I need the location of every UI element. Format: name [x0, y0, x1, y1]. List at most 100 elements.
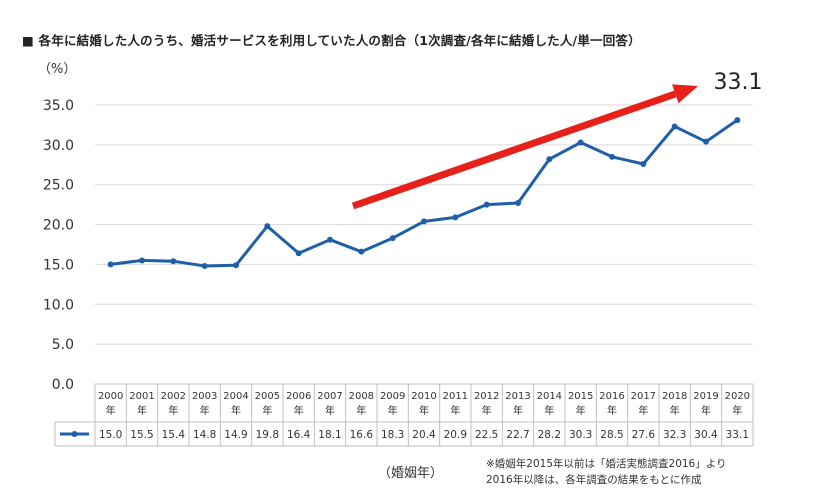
x-tick-label-2000: 2000 [98, 391, 123, 402]
x-tick-label-2012: 2012 [474, 391, 499, 402]
x-tick-suffix-2011: 年 [450, 404, 460, 417]
x-tick-suffix-2010: 年 [419, 404, 429, 417]
x-tick-suffix-2012: 年 [482, 404, 492, 417]
y-tick-label-0.0: 0.0 [52, 377, 74, 393]
data-point-2007 [327, 236, 333, 243]
x-tick-suffix-2006: 年 [294, 404, 304, 417]
y-tick-label-30.0: 30.0 [43, 138, 74, 154]
data-point-2001 [139, 257, 145, 264]
y-tick-label-20.0: 20.0 [43, 218, 74, 234]
x-tick-suffix-2013: 年 [513, 404, 523, 417]
x-tick-label-2002: 2002 [161, 391, 186, 402]
table-value-2004: 14.9 [224, 429, 247, 441]
x-tick-suffix-2004: 年 [231, 404, 241, 417]
table-value-2013: 22.7 [506, 429, 529, 441]
data-point-2018 [671, 123, 678, 130]
trend-arrow-head [672, 84, 698, 104]
data-point-2000 [107, 261, 114, 268]
x-tick-label-2014: 2014 [537, 391, 562, 402]
x-tick-suffix-2009: 年 [388, 404, 398, 417]
data-point-2017 [640, 160, 647, 167]
table-value-2019: 30.4 [694, 429, 718, 441]
x-tick-suffix-2014: 年 [544, 404, 554, 417]
table-value-2009: 18.3 [381, 429, 404, 441]
table-value-2016: 28.5 [600, 429, 623, 441]
x-tick-label-2009: 2009 [380, 391, 405, 402]
x-tick-suffix-2017: 年 [638, 404, 648, 417]
table-value-2014: 28.2 [538, 429, 561, 441]
x-tick-label-2007: 2007 [317, 391, 342, 402]
table-value-2005: 19.8 [256, 429, 279, 441]
data-point-2014 [546, 156, 553, 163]
y-axis-unit: （%） [38, 62, 77, 77]
x-tick-suffix-2018: 年 [670, 404, 680, 417]
x-tick-label-2008: 2008 [349, 391, 374, 402]
x-tick-label-2003: 2003 [192, 391, 217, 402]
table-value-2001: 15.5 [130, 429, 153, 441]
table-value-2012: 22.5 [475, 429, 498, 441]
table-value-2006: 16.4 [287, 429, 311, 441]
x-tick-suffix-2005: 年 [262, 404, 272, 417]
table-value-2008: 16.6 [350, 429, 374, 441]
x-tick-label-2005: 2005 [255, 391, 280, 402]
data-point-2016 [609, 153, 615, 160]
x-tick-label-2010: 2010 [411, 391, 436, 402]
data-point-2010 [421, 218, 427, 225]
x-tick-suffix-2002: 年 [168, 404, 178, 417]
x-tick-suffix-2003: 年 [200, 404, 210, 417]
y-tick-label-5.0: 5.0 [52, 337, 74, 353]
data-point-2009 [389, 235, 396, 242]
trend-arrow-shaft [351, 90, 677, 210]
x-tick-label-2020: 2020 [725, 391, 750, 402]
x-tick-label-2011: 2011 [443, 391, 468, 402]
data-point-2003 [201, 263, 208, 270]
x-tick-label-2016: 2016 [599, 391, 624, 402]
data-point-2011 [452, 214, 459, 221]
x-tick-label-2013: 2013 [505, 391, 530, 402]
annotation-latest-value: 33.1 [714, 70, 763, 95]
x-tick-label-2004: 2004 [223, 391, 248, 402]
x-tick-suffix-2015: 年 [576, 404, 586, 417]
table-value-2000: 15.0 [99, 429, 122, 441]
x-tick-label-2019: 2019 [693, 391, 718, 402]
data-point-2015 [577, 139, 584, 146]
source-note-line-1: ※婚姻年2015年以前は「婚活実態調査2016」より [486, 458, 727, 470]
x-tick-label-2006: 2006 [286, 391, 311, 402]
chart-title: ■ 各年に結婚した人のうち、婚活サービスを利用していた人の割合（1次調査/各年に… [22, 33, 641, 48]
table-value-2020: 33.1 [726, 429, 749, 441]
table-value-2015: 30.3 [569, 429, 592, 441]
y-tick-label-10.0: 10.0 [43, 297, 74, 313]
data-point-2004 [233, 262, 239, 269]
x-tick-suffix-2000: 年 [106, 404, 116, 417]
table-value-2007: 18.1 [318, 429, 341, 441]
data-point-2008 [358, 248, 365, 255]
x-tick-label-2015: 2015 [568, 391, 593, 402]
y-tick-label-15.0: 15.0 [43, 257, 74, 273]
x-tick-label-2001: 2001 [129, 391, 154, 402]
table-value-2011: 20.9 [444, 429, 467, 441]
data-point-2002 [170, 258, 177, 265]
legend-marker [71, 431, 78, 437]
x-tick-label-2018: 2018 [662, 391, 687, 402]
x-tick-suffix-2019: 年 [701, 404, 711, 417]
x-tick-suffix-2016: 年 [607, 404, 617, 417]
y-tick-label-35.0: 35.0 [43, 98, 74, 114]
x-axis-label: （婚姻年） [378, 466, 444, 481]
source-note: ※婚姻年2015年以前は「婚活実態調査2016」より 2016年以降は、各年調査… [486, 456, 727, 488]
table-value-2003: 14.8 [193, 429, 216, 441]
x-tick-label-2017: 2017 [631, 391, 656, 402]
x-tick-suffix-2020: 年 [732, 404, 742, 417]
table-value-2017: 27.6 [632, 429, 656, 441]
series-line [110, 118, 739, 268]
data-point-2013 [515, 200, 521, 207]
data-point-2012 [483, 201, 490, 208]
data-point-2019 [703, 138, 709, 145]
data-point-2006 [295, 250, 302, 257]
table-value-2018: 32.3 [663, 429, 686, 441]
table-value-2002: 15.4 [162, 429, 186, 441]
source-note-line-2: 2016年以降は、各年調査の結果をもとに作成 [486, 474, 702, 486]
x-tick-suffix-2007: 年 [325, 404, 335, 417]
y-tick-label-25.0: 25.0 [43, 178, 74, 194]
x-tick-suffix-2001: 年 [137, 404, 147, 417]
